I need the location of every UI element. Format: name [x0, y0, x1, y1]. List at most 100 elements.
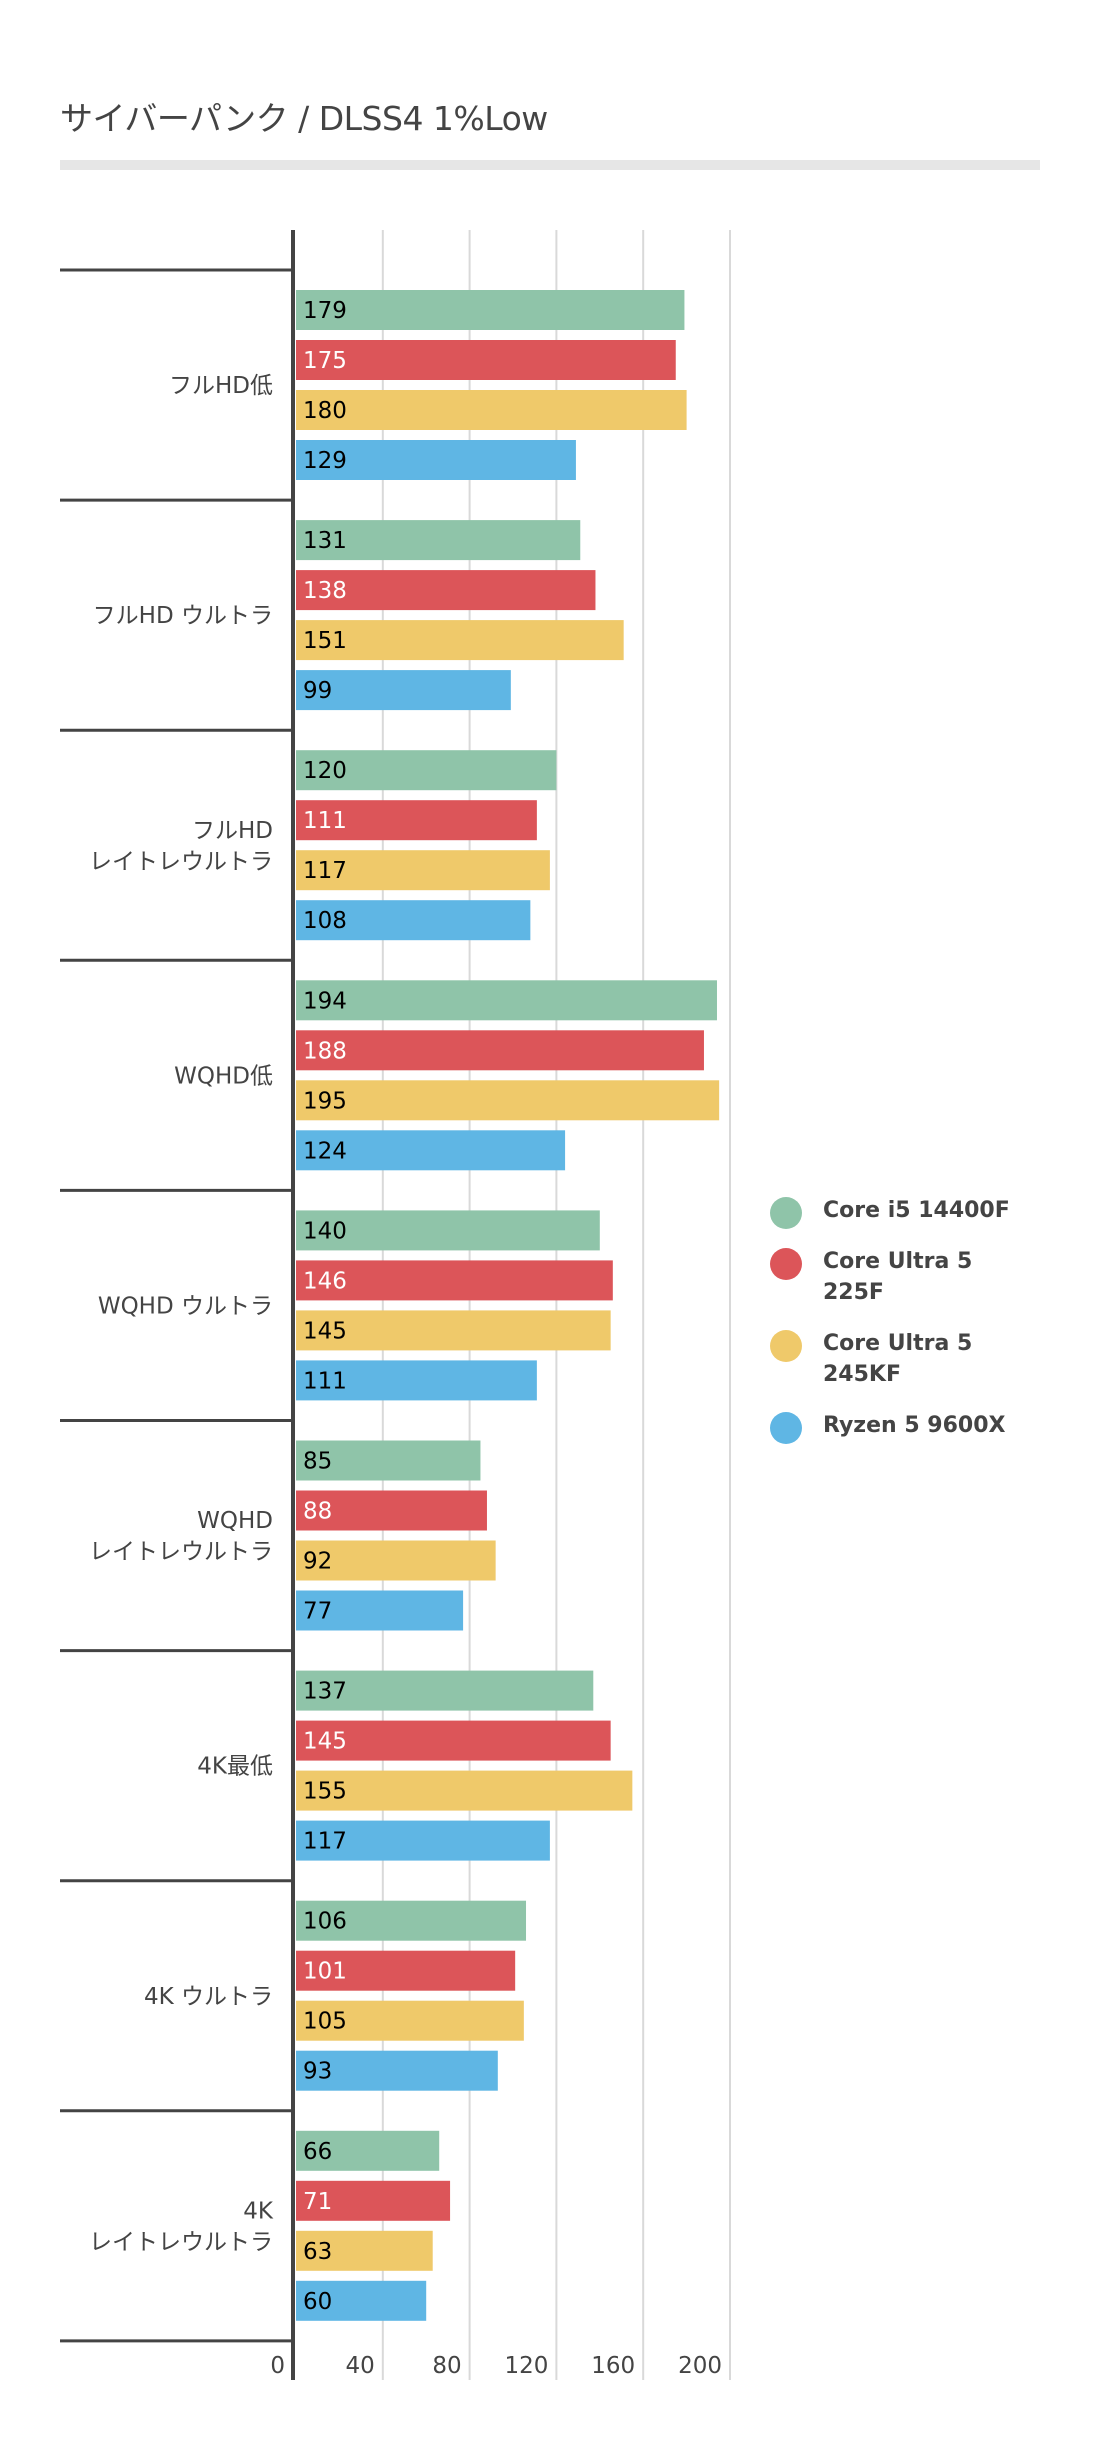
- bar-ryzen-5-9600x: [296, 440, 576, 480]
- bar-ryzen-5-9600x: [296, 2280, 427, 2321]
- bar-core-i5-14400f: [296, 1670, 594, 1711]
- bar-value-label: 108: [303, 908, 347, 934]
- x-tick-label: 0: [270, 2353, 285, 2379]
- bar-value-label: 195: [303, 1088, 347, 1114]
- bar-core-i5-14400f: [296, 290, 685, 330]
- bar-core-ultra-5-225f: [296, 800, 537, 841]
- title-divider: [60, 160, 1040, 170]
- bar-core-ultra-5-245kf: [296, 2230, 433, 2271]
- bar-value-label: 117: [303, 1829, 347, 1855]
- bar-core-i5-14400f: [296, 520, 581, 561]
- bar-value-label: 88: [303, 1499, 332, 1525]
- bar-value-label: 151: [303, 628, 347, 654]
- bar-core-i5-14400f: [296, 980, 717, 1021]
- legend-item: Core Ultra 5 225F: [770, 1246, 1090, 1308]
- x-tick-label: 160: [591, 2353, 635, 2379]
- category-label: フルHD ウルトラ: [93, 603, 273, 629]
- category-label: フルHD: [192, 818, 273, 844]
- bar-ryzen-5-9600x: [296, 1360, 537, 1401]
- category-label: 4K: [243, 2198, 274, 2224]
- bar-core-i5-14400f: [296, 1440, 481, 1481]
- bar-value-label: 155: [303, 1779, 347, 1805]
- legend-item: Core i5 14400F: [770, 1195, 1090, 1229]
- legend-item: Core Ultra 5 245KF: [770, 1328, 1090, 1390]
- bar-value-label: 111: [303, 808, 347, 834]
- bar-value-label: 120: [303, 758, 347, 784]
- bar-core-ultra-5-245kf: [296, 2000, 524, 2041]
- bar-ryzen-5-9600x: [296, 670, 511, 711]
- bar-core-ultra-5-245kf: [296, 1310, 611, 1351]
- bar-core-ultra-5-225f: [296, 2180, 451, 2221]
- bar-core-ultra-5-245kf: [296, 1080, 720, 1121]
- legend-swatch-icon: [770, 1412, 802, 1444]
- bar-core-ultra-5-225f: [296, 340, 676, 380]
- category-label: フルHD低: [169, 373, 273, 399]
- bar-core-ultra-5-225f: [296, 1720, 611, 1761]
- category-label: WQHD: [197, 1508, 273, 1534]
- bar-core-i5-14400f: [296, 750, 557, 791]
- bar-value-label: 60: [303, 2289, 332, 2315]
- bar-value-label: 140: [303, 1218, 347, 1244]
- legend-swatch-icon: [770, 1197, 802, 1229]
- bar-value-label: 129: [303, 448, 347, 474]
- category-label: 4K ウルトラ: [144, 1984, 273, 2010]
- bar-value-label: 85: [303, 1449, 332, 1475]
- bar-ryzen-5-9600x: [296, 1820, 550, 1861]
- legend-label: Core i5 14400F: [823, 1198, 1010, 1223]
- x-tick-label: 120: [504, 2353, 548, 2379]
- bar-value-label: 146: [303, 1268, 347, 1294]
- bar-core-ultra-5-225f: [296, 1260, 613, 1301]
- bar-value-label: 145: [303, 1318, 347, 1344]
- x-tick-label: 200: [678, 2353, 722, 2379]
- legend-label: Ryzen 5 9600X: [823, 1413, 1006, 1438]
- bar-value-label: 188: [303, 1038, 347, 1064]
- bar-core-ultra-5-245kf: [296, 1540, 496, 1581]
- legend-swatch-icon: [770, 1248, 802, 1280]
- bar-core-ultra-5-225f: [296, 570, 596, 611]
- bar-ryzen-5-9600x: [296, 1130, 566, 1171]
- bar-core-i5-14400f: [296, 2130, 440, 2171]
- bar-value-label: 63: [303, 2239, 332, 2265]
- bar-value-label: 124: [303, 1138, 347, 1164]
- bar-value-label: 131: [303, 528, 347, 554]
- bar-value-label: 179: [303, 298, 347, 324]
- chart-title: サイバーパンク / DLSS4 1%Low: [60, 99, 548, 138]
- bar-value-label: 66: [303, 2139, 332, 2165]
- x-tick-label: 80: [432, 2353, 461, 2379]
- bar-core-ultra-5-245kf: [296, 850, 550, 891]
- bar-ryzen-5-9600x: [296, 1590, 464, 1631]
- legend-item: Ryzen 5 9600X: [770, 1410, 1090, 1444]
- bar-core-ultra-5-245kf: [296, 390, 687, 430]
- bar-value-label: 92: [303, 1549, 332, 1575]
- bar-value-label: 194: [303, 988, 347, 1014]
- bar-ryzen-5-9600x: [296, 900, 531, 941]
- bar-value-label: 99: [303, 678, 332, 704]
- category-label: 4K最低: [197, 1754, 273, 1780]
- category-label: WQHD低: [174, 1063, 273, 1089]
- bar-value-label: 111: [303, 1368, 347, 1394]
- category-label: レイトレウルトラ: [89, 849, 273, 875]
- legend-swatch-icon: [770, 1330, 802, 1362]
- bar-core-ultra-5-225f: [296, 1950, 516, 1991]
- bar-value-label: 77: [303, 1599, 332, 1625]
- legend-label: Core Ultra 5 225F: [823, 1249, 973, 1305]
- bar-value-label: 71: [303, 2189, 332, 2215]
- bar-core-ultra-5-225f: [296, 1030, 704, 1071]
- bar-core-ultra-5-245kf: [296, 1770, 633, 1811]
- bar-value-label: 138: [303, 578, 347, 604]
- bar-core-i5-14400f: [296, 1210, 600, 1251]
- bar-ryzen-5-9600x: [296, 2050, 498, 2091]
- bar-value-label: 175: [303, 348, 347, 374]
- bar-value-label: 106: [303, 1909, 347, 1935]
- bar-value-label: 145: [303, 1729, 347, 1755]
- bar-core-i5-14400f: [296, 1900, 527, 1941]
- x-tick-label: 40: [346, 2353, 375, 2379]
- category-label: レイトレウルトラ: [89, 2229, 273, 2255]
- bar-value-label: 105: [303, 2009, 347, 2035]
- category-label: WQHD ウルトラ: [98, 1293, 273, 1319]
- bar-value-label: 137: [303, 1679, 347, 1705]
- bar-core-ultra-5-225f: [296, 1490, 487, 1531]
- legend-label: Core Ultra 5 245KF: [823, 1331, 973, 1387]
- category-label: レイトレウルトラ: [89, 1539, 273, 1565]
